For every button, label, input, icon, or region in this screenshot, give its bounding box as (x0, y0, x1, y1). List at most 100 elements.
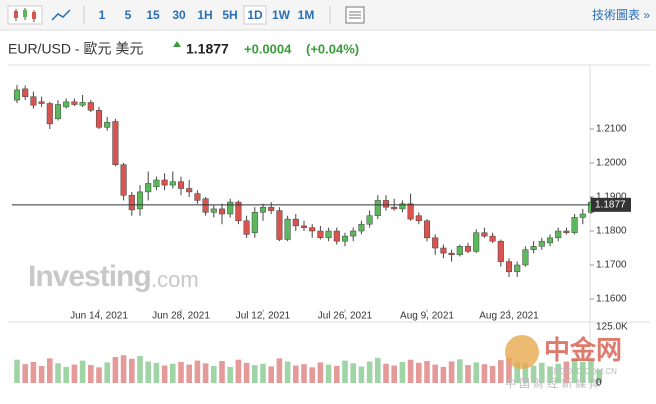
volume-bar (14, 359, 20, 383)
volume-bar (137, 356, 143, 383)
candle-body (341, 235, 349, 242)
volume-bar (588, 360, 594, 383)
price: 1.1877 (186, 41, 229, 57)
volume-bar (596, 369, 602, 383)
candle-body (456, 246, 463, 256)
volume-bar (555, 363, 561, 383)
interval[interactable]: 30 (172, 8, 186, 22)
candle-body (276, 210, 283, 240)
candle-body (530, 246, 537, 250)
interval[interactable]: 1W (272, 8, 291, 22)
volume-bar (399, 361, 406, 383)
candle-body (448, 252, 455, 256)
volume-bar (432, 364, 438, 383)
volume-bar (276, 358, 283, 383)
change: +0.0004 (244, 41, 292, 56)
logo-tag: 中 国 财 经 新 媒 体 (505, 376, 600, 390)
volume-bar (391, 365, 397, 383)
candle-body (194, 193, 201, 201)
volume-bar (416, 362, 422, 383)
candle-body (505, 261, 513, 273)
watermark: Investing (28, 260, 151, 293)
interval[interactable]: 1D (247, 8, 263, 22)
candle-body (415, 215, 422, 222)
x-tick-label: Aug 23, 2021 (479, 311, 539, 322)
candle-body (350, 230, 357, 237)
volume-bar (539, 362, 545, 383)
candle-body (489, 235, 496, 242)
volume-bar (88, 365, 94, 383)
line-icon[interactable] (51, 9, 71, 21)
volume-bar (112, 357, 119, 383)
candle-body (366, 215, 373, 225)
interval[interactable]: 15 (146, 8, 160, 22)
x-tick-label: Jun 14, 2021 (70, 311, 128, 322)
candle-body (284, 218, 291, 240)
candle-body (571, 217, 578, 233)
volume-bar (473, 362, 479, 383)
volume-bar (301, 364, 307, 383)
volume-bar (448, 361, 455, 383)
volume-bar (178, 361, 184, 383)
volume-tick-label: 125.0K (596, 322, 628, 333)
volume-bar (202, 363, 209, 383)
candle-icon[interactable] (7, 5, 43, 25)
volume-bar (79, 360, 86, 383)
interval[interactable]: 1M (298, 8, 315, 22)
candle-body (145, 183, 152, 193)
y-tick-label: 1.1700 (596, 260, 627, 271)
volume-bar (71, 364, 78, 383)
volume-bar (260, 363, 266, 383)
volume-bar (366, 361, 373, 383)
volume-bar (170, 363, 176, 383)
candle-body (136, 191, 144, 210)
volume-bar (22, 364, 28, 383)
candle-body (202, 198, 209, 213)
volume-bar (104, 362, 110, 383)
volume-bar (514, 362, 520, 383)
volume-bar (227, 366, 233, 383)
volume-bar (129, 358, 135, 383)
logo-url: CNGOLD.COM.CN (548, 367, 617, 376)
volume-bar (194, 360, 201, 383)
candle-body (235, 201, 242, 222)
candle-body (268, 206, 275, 211)
volume-bar (186, 364, 192, 383)
candle-body (481, 232, 488, 237)
candle-body (13, 89, 21, 101)
volume-tick-label: 0 (596, 378, 602, 389)
logo-mark (505, 335, 539, 369)
volume-bar (268, 366, 274, 383)
y-tick-label: 1.1600 (596, 294, 627, 305)
candle-body (407, 203, 414, 220)
candle-body (95, 110, 103, 128)
candle-body (464, 246, 472, 252)
candle-body (161, 179, 168, 186)
candle-body (169, 181, 176, 186)
volume-bar (457, 359, 463, 383)
candle-body (79, 102, 86, 106)
candle-body (514, 264, 521, 273)
volume-bar (120, 355, 127, 383)
x-tick-label: Jul 26, 2021 (318, 311, 373, 322)
volume-bar (342, 360, 348, 383)
interval[interactable]: 5H (222, 8, 237, 22)
active-interval-box (243, 5, 267, 25)
interval[interactable]: 1 (99, 8, 106, 22)
y-tick-label: 1.1800 (596, 226, 627, 237)
volume-bar (571, 359, 578, 383)
volume-bar (47, 358, 53, 383)
candle-body (120, 164, 127, 196)
table-icon[interactable] (345, 6, 365, 24)
interval[interactable]: 1H (197, 8, 212, 22)
x-tick-label: Jul 12, 2021 (236, 311, 291, 322)
volume-bar (63, 366, 69, 383)
technical-link[interactable]: 技術圖表 » (592, 8, 650, 22)
volume-bar (465, 365, 471, 383)
x-tick-label: Aug 9, 2021 (400, 311, 454, 322)
volume-bar (375, 357, 381, 383)
candle-body (177, 181, 185, 189)
candle-body (22, 88, 29, 97)
interval[interactable]: 5 (125, 8, 132, 22)
